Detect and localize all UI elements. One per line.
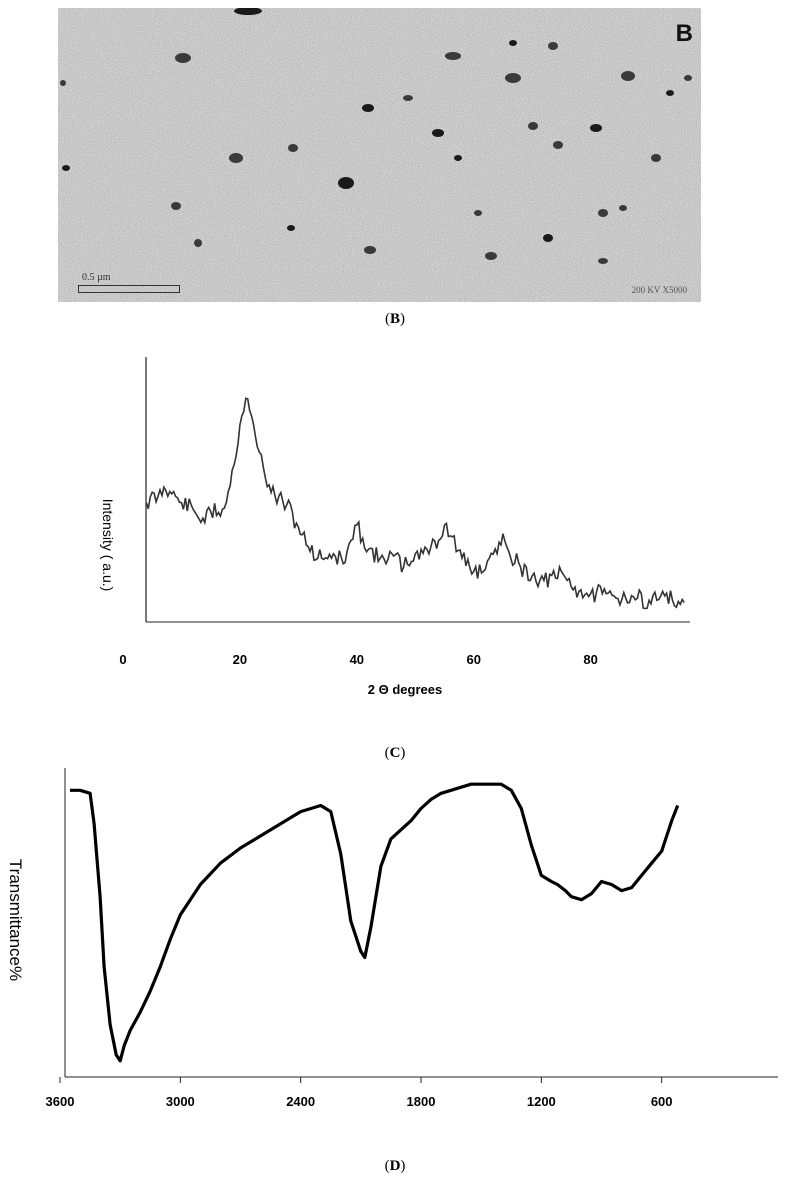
caption-d: (D): [384, 1158, 406, 1174]
scale-bar: [78, 285, 180, 293]
xrd-x-tick-label: 80: [583, 652, 597, 667]
nanoparticle-spot: [505, 73, 521, 83]
ftir-x-tick-label: 600: [651, 1094, 673, 1109]
nanoparticle-spot: [403, 95, 413, 101]
ftir-x-tick-label: 2400: [286, 1094, 315, 1109]
tem-micrograph: B 0.5 µm 200 KV X5000: [58, 8, 701, 302]
caption-c: (C): [384, 745, 406, 761]
ftir-x-tick-label: 3000: [166, 1094, 195, 1109]
ftir-y-title: Transmittance%: [6, 859, 25, 981]
nanoparticle-spot: [474, 210, 482, 216]
xrd-x-tick-label: 60: [466, 652, 480, 667]
nanoparticle-spot: [60, 80, 66, 86]
nanoparticle-spot: [666, 90, 674, 96]
ftir-x-tick-label: 3600: [46, 1094, 75, 1109]
caption-b: (B): [384, 311, 405, 327]
panel-b-letter: B: [675, 20, 693, 47]
nanoparticle-spot: [229, 153, 243, 163]
nanoparticle-spot: [528, 122, 538, 130]
nanoparticle-spot: [485, 252, 497, 260]
ftir-x-tick-label: 1800: [407, 1094, 436, 1109]
nanoparticle-spot: [234, 8, 262, 15]
nanoparticle-spot: [543, 234, 553, 242]
nanoparticle-spot: [598, 209, 608, 217]
xrd-x-tick-label: 0: [119, 652, 126, 667]
nanoparticle-spot: [62, 165, 70, 171]
caption-b-letter: B: [389, 311, 400, 327]
xrd-x-title: 2 Θ degrees: [368, 682, 442, 697]
nanoparticle-spot: [590, 124, 602, 132]
nanoparticle-spot: [684, 75, 692, 81]
nanoparticle-spot: [509, 40, 517, 46]
xrd-x-tick-label: 20: [233, 652, 247, 667]
nanoparticle-spot: [651, 154, 661, 162]
nanoparticle-spot: [171, 202, 181, 210]
nanoparticle-spot: [432, 129, 444, 137]
nanoparticle-spot: [175, 53, 191, 63]
nanoparticle-spot: [621, 71, 635, 81]
xrd-y-title: Intensity ( a.u.): [100, 499, 116, 592]
nanoparticle-spot: [287, 225, 295, 231]
nanoparticle-spot: [445, 52, 461, 60]
xrd-x-tick-label: 40: [350, 652, 364, 667]
xrd-chart: 0 20 40 60 80 Intensity ( a.u.) 2 Θ degrees: [100, 357, 690, 697]
magnification-label: 200 KV X5000: [631, 285, 687, 295]
nanoparticle-spot: [288, 144, 298, 152]
nanoparticle-spot: [194, 239, 202, 247]
nanoparticle-spot: [362, 104, 374, 112]
ftir-chart: 3600 3000 2400 1800 1200 600 Transmittance%: [6, 768, 778, 1109]
nanoparticle-spot: [364, 246, 376, 254]
nanoparticle-spot: [598, 258, 608, 264]
ftir-x-tick-label: 1200: [527, 1094, 556, 1109]
nanoparticle-spot: [338, 177, 354, 189]
caption-c-letter: C: [389, 745, 401, 761]
nanoparticle-spot: [548, 42, 558, 50]
nanoparticle-spot: [553, 141, 563, 149]
nanoparticle-spot: [619, 205, 627, 211]
micrograph-texture: [58, 8, 701, 302]
xrd-series-line: [145, 397, 685, 610]
nanoparticle-spot: [454, 155, 462, 161]
ftir-series-line: [70, 782, 680, 1063]
scale-bar-label: 0.5 µm: [82, 272, 111, 283]
caption-d-letter: D: [389, 1158, 401, 1174]
